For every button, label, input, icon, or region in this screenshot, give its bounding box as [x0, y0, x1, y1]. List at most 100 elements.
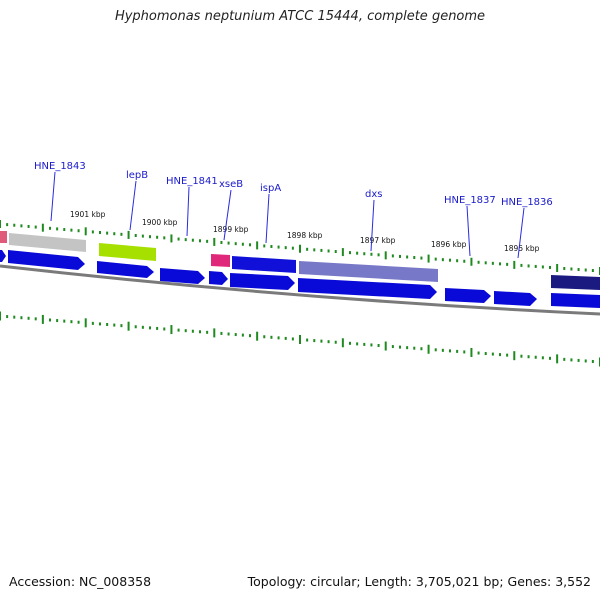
tick-mark — [63, 228, 66, 232]
gene-label-lepB[interactable]: lepB — [126, 170, 148, 181]
cds-arrow[interactable] — [209, 271, 228, 285]
tick-mark — [206, 330, 209, 334]
tick-mark — [177, 237, 180, 241]
tick-mark — [56, 319, 59, 323]
tick-mark — [406, 346, 409, 350]
tick-mark — [391, 345, 394, 349]
tick-mark — [191, 329, 194, 333]
tick-mark — [106, 323, 109, 327]
tick-mark — [470, 347, 473, 357]
tick-mark — [491, 261, 494, 265]
tick-mark — [77, 229, 80, 233]
gene-leader-line — [265, 193, 270, 244]
tick-mark — [120, 324, 123, 328]
tick-mark — [277, 245, 280, 249]
gene-labels: HNE_1843 lepB HNE_1841 xseB ispA dxs HNE… — [34, 161, 553, 259]
tick-mark — [106, 231, 109, 235]
cds-arrow[interactable] — [160, 268, 205, 284]
cds-arrow[interactable] — [230, 273, 295, 290]
feature-pink-edge[interactable] — [0, 231, 7, 243]
tick-mark — [149, 235, 151, 239]
tick-mark — [263, 244, 266, 248]
tick-mark — [34, 225, 37, 229]
tick-mark — [313, 339, 316, 343]
tick-mark — [427, 344, 430, 354]
tick-mark — [241, 333, 244, 337]
tick-mark — [391, 254, 394, 258]
tick-mark — [349, 251, 351, 255]
tick-mark — [13, 315, 16, 319]
kbp-label: 1896 kbp — [431, 240, 467, 249]
tick-mark — [563, 357, 566, 361]
tick-mark — [513, 351, 516, 361]
gene-leader-line — [186, 186, 190, 237]
tick-mark — [491, 352, 494, 356]
tick-mark — [441, 258, 444, 262]
feature-grey-HNE_1843[interactable] — [9, 233, 86, 252]
gene-label-ispA[interactable]: ispA — [260, 183, 281, 194]
gene-leader-line — [517, 207, 525, 259]
gene-label-HNE_1836[interactable]: HNE_1836 — [501, 197, 553, 208]
tick-mark — [356, 251, 359, 255]
tick-mark — [91, 321, 94, 325]
gene-label-HNE_1843[interactable]: HNE_1843 — [34, 161, 86, 172]
tick-mark — [277, 336, 280, 340]
tick-mark — [399, 254, 401, 258]
tick-mark — [399, 345, 401, 349]
kbp-label: 1901 kbp — [70, 210, 106, 219]
feature-row-top — [0, 231, 600, 290]
cds-arrow[interactable] — [97, 261, 154, 278]
tick-mark — [370, 343, 373, 347]
feature-row-cds — [0, 250, 600, 308]
cds-arrow[interactable] — [445, 288, 491, 303]
tick-mark — [420, 347, 423, 351]
tick-mark — [520, 263, 523, 267]
gene-label-xseB[interactable]: xseB — [219, 179, 243, 190]
gene-label-HNE_1837[interactable]: HNE_1837 — [444, 195, 496, 206]
tick-mark — [170, 325, 173, 335]
tick-mark — [570, 358, 573, 362]
tick-mark — [527, 355, 530, 359]
tick-mark — [349, 341, 351, 345]
tick-mark — [377, 343, 380, 347]
feature-ispA-top[interactable] — [232, 256, 296, 273]
tick-mark — [556, 263, 559, 272]
tick-mark — [220, 331, 223, 335]
tick-mark — [449, 349, 451, 353]
tick-mark — [20, 316, 23, 320]
tick-mark — [284, 336, 287, 340]
tick-mark — [213, 328, 216, 338]
tick-mark — [0, 220, 1, 228]
feature-dxs-top[interactable] — [299, 261, 438, 282]
tick-mark — [184, 238, 187, 242]
gene-leader-line — [370, 199, 375, 252]
tick-mark — [284, 246, 287, 250]
outer-tick-track — [0, 220, 600, 275]
gene-label-dxs[interactable]: dxs — [365, 189, 382, 200]
tick-mark — [577, 267, 580, 271]
cds-arrow[interactable] — [551, 293, 600, 308]
cds-arrow[interactable] — [298, 278, 437, 299]
tick-mark — [456, 259, 459, 263]
tick-mark — [306, 247, 309, 251]
tick-mark — [99, 231, 101, 235]
tick-mark — [320, 339, 323, 343]
tick-mark — [49, 226, 51, 230]
gene-label-HNE_1841[interactable]: HNE_1841 — [166, 176, 218, 187]
tick-mark — [291, 246, 294, 250]
tick-mark — [241, 242, 244, 246]
gene-leader-line — [129, 180, 137, 231]
cds-arrow[interactable] — [0, 250, 6, 262]
tick-mark — [84, 227, 87, 236]
feature-lepB[interactable] — [99, 243, 156, 261]
feature-dark-edge[interactable] — [551, 275, 600, 290]
inner-tick-track — [0, 311, 600, 367]
tick-mark — [56, 227, 59, 231]
cds-arrow[interactable] — [494, 291, 537, 306]
tick-mark — [563, 266, 566, 270]
cds-arrow[interactable] — [8, 250, 85, 270]
feature-xseB-pink[interactable] — [211, 254, 230, 267]
tick-mark — [91, 230, 94, 234]
tick-mark — [413, 256, 416, 260]
